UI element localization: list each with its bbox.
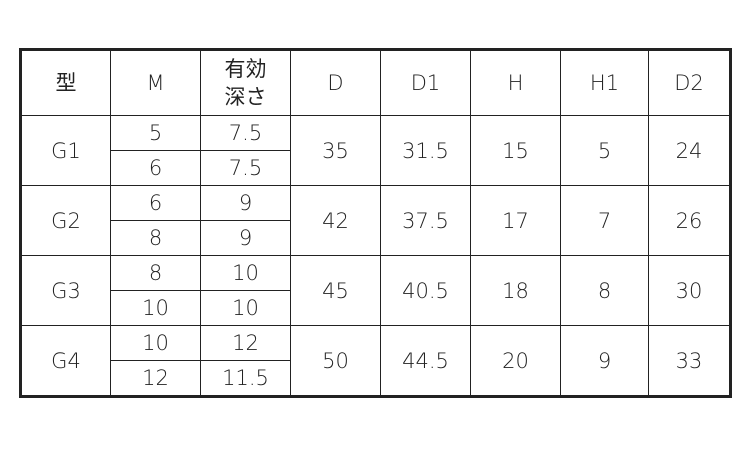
- header-d2: D2: [648, 49, 731, 116]
- m-cell: 12: [110, 360, 201, 397]
- h1-cell: 8: [560, 255, 649, 326]
- m-cell: 10: [110, 325, 201, 361]
- dimensions-table: 型 M 有効 深さ D D1 H H1 D2 G1 5 7.5 35 31.5 15 5 24…: [19, 48, 732, 398]
- depth-cell: 7.5: [200, 115, 291, 151]
- table-row: G3 8 10 45 40.5 18 8 30: [20, 255, 731, 326]
- d2-cell: 24: [648, 115, 731, 186]
- d2-cell: 30: [648, 255, 731, 326]
- header-effective-depth: 有効 深さ: [200, 49, 291, 116]
- header-d: D: [290, 49, 381, 116]
- table-subrow: 12 11.5: [21, 360, 731, 397]
- type-cell: G1: [20, 115, 111, 186]
- header-h: H: [470, 49, 561, 116]
- header-depth-line1: 有効: [224, 57, 267, 81]
- m-cell: 8: [110, 220, 201, 256]
- depth-cell: 10: [200, 255, 291, 291]
- h-cell: 17: [470, 185, 561, 256]
- m-cell: 6: [110, 185, 201, 221]
- header-d1: D1: [380, 49, 471, 116]
- type-cell: G2: [20, 185, 111, 256]
- h1-cell: 7: [560, 185, 649, 256]
- h-cell: 18: [470, 255, 561, 326]
- d-cell: 45: [290, 255, 381, 326]
- m-cell: 10: [110, 290, 201, 326]
- type-cell: G4: [20, 325, 111, 397]
- header-h1: H1: [560, 49, 649, 116]
- h-cell: 20: [470, 325, 561, 397]
- depth-cell: 12: [200, 325, 291, 361]
- depth-cell: 9: [200, 220, 291, 256]
- d2-cell: 33: [648, 325, 731, 397]
- h1-cell: 5: [560, 115, 649, 186]
- header-m: M: [110, 49, 201, 116]
- d-cell: 42: [290, 185, 381, 256]
- header-depth-line2: 深さ: [224, 85, 267, 109]
- type-cell: G3: [20, 255, 111, 326]
- h1-cell: 9: [560, 325, 649, 397]
- d1-cell: 31.5: [380, 115, 471, 186]
- table-row: G4 10 12 50 44.5 20 9 33: [20, 325, 731, 397]
- depth-cell: 11.5: [200, 360, 291, 397]
- depth-cell: 9: [200, 185, 291, 221]
- d1-cell: 40.5: [380, 255, 471, 326]
- d-cell: 50: [290, 325, 381, 397]
- h-cell: 15: [470, 115, 561, 186]
- m-cell: 6: [110, 150, 201, 186]
- table-row: G2 6 9 42 37.5 17 7 26: [20, 185, 731, 256]
- m-cell: 8: [110, 255, 201, 291]
- table-subrow: 6 7.5: [21, 150, 731, 186]
- table-row: G1 5 7.5 35 31.5 15 5 24: [20, 115, 731, 186]
- d2-cell: 26: [648, 185, 731, 256]
- header-row: 型 M 有効 深さ D D1 H H1 D2: [20, 49, 731, 116]
- header-type: 型: [20, 49, 111, 116]
- d1-cell: 44.5: [380, 325, 471, 397]
- m-cell: 5: [110, 115, 201, 151]
- depth-cell: 10: [200, 290, 291, 326]
- depth-cell: 7.5: [200, 150, 291, 186]
- d1-cell: 37.5: [380, 185, 471, 256]
- d-cell: 35: [290, 115, 381, 186]
